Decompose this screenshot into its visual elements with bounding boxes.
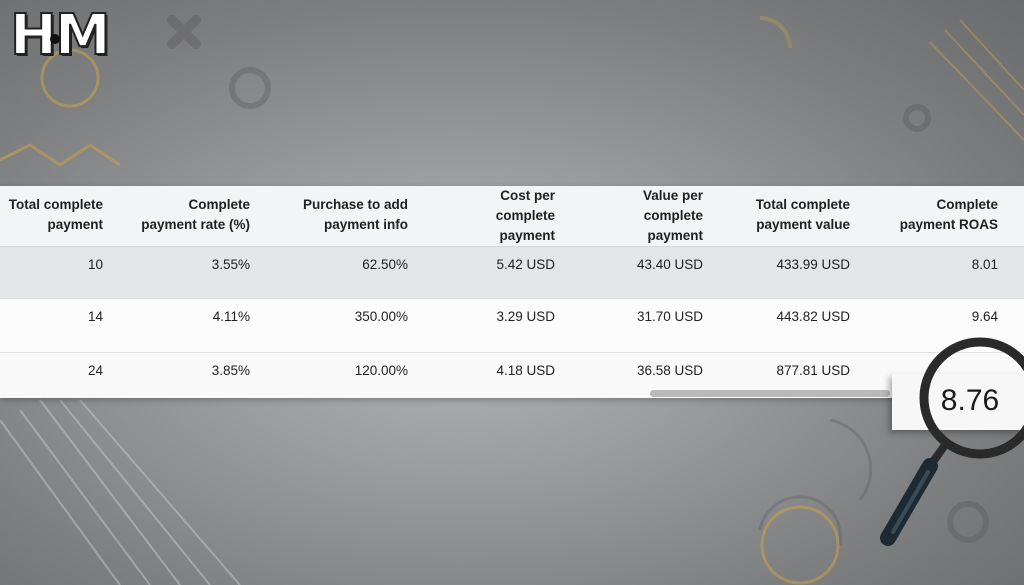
header-line: payment ROAS <box>899 217 998 232</box>
cell-complete-payment-roas: 8.01 <box>971 257 998 272</box>
magnified-cell-panel <box>892 374 1024 430</box>
header-line: Purchase to add <box>302 197 408 212</box>
header-cost-per-complete-payment[interactable]: Cost per complete payment <box>420 186 555 246</box>
cell-purchase-to-add-payment-info: 62.50% <box>362 257 408 272</box>
horizontal-scrollbar[interactable] <box>650 390 890 397</box>
table-row[interactable]: 10 3.55% 62.50% 5.42 USD 43.40 USD 433.9… <box>0 247 1024 299</box>
header-line: payment value <box>756 217 850 232</box>
header-total-complete-payment-value[interactable]: Total complete payment value <box>712 195 850 235</box>
cell-value-per-complete-payment: 36.58 USD <box>636 363 703 378</box>
header-line: payment <box>499 228 555 243</box>
cell-cost-per-complete-payment: 4.18 USD <box>496 363 555 378</box>
table-header-row: Total complete payment Complete payment … <box>0 186 1024 247</box>
header-complete-payment-rate[interactable]: Complete payment rate (%) <box>110 195 250 235</box>
cell-complete-payment-rate: 3.85% <box>211 363 250 378</box>
cell-total-complete-payment-value: 877.81 USD <box>776 363 850 378</box>
header-line: Complete <box>188 197 250 212</box>
cell-complete-payment-rate: 4.11% <box>212 309 250 324</box>
table-row[interactable]: 14 4.11% 350.00% 3.29 USD 31.70 USD 443.… <box>0 299 1024 353</box>
cell-purchase-to-add-payment-info: 350.00% <box>354 309 408 324</box>
header-line: Cost per <box>500 188 555 203</box>
header-purchase-to-add-payment-info[interactable]: Purchase to add payment info <box>260 195 408 235</box>
cell-cost-per-complete-payment: 3.29 USD <box>496 309 555 324</box>
cell-value-per-complete-payment: 43.40 USD <box>636 257 703 272</box>
cell-complete-payment-roas: 9.64 <box>971 309 998 324</box>
cell-total-complete-payment-value: 443.82 USD <box>776 309 850 324</box>
cell-total-complete-payment-value: 433.99 USD <box>776 257 850 272</box>
header-line: payment info <box>323 217 408 232</box>
cell-purchase-to-add-payment-info: 120.00% <box>354 363 408 378</box>
cell-complete-payment-rate: 3.55% <box>211 257 250 272</box>
header-total-complete-payment[interactable]: Total complete payment <box>0 195 103 235</box>
header-line: payment rate (%) <box>141 217 250 232</box>
header-line: Total complete <box>8 197 103 212</box>
header-line: payment <box>647 228 703 243</box>
cell-total-complete-payment: 14 <box>87 309 103 324</box>
brand-logo: HM <box>9 3 112 68</box>
header-line: complete <box>643 208 703 223</box>
header-line: Total complete <box>755 197 850 212</box>
header-line: payment <box>47 217 103 232</box>
cell-value-per-complete-payment: 31.70 USD <box>636 309 703 324</box>
magnified-roas-value: 8.76 <box>940 384 1000 417</box>
results-table: Total complete payment Complete payment … <box>0 186 1024 398</box>
header-line: complete <box>495 208 555 223</box>
header-value-per-complete-payment[interactable]: Value per complete payment <box>565 186 703 246</box>
header-line: Value per <box>642 188 703 203</box>
header-complete-payment-roas[interactable]: Complete payment ROAS <box>860 195 998 235</box>
cell-total-complete-payment: 10 <box>87 257 103 272</box>
header-line: Complete <box>936 197 998 212</box>
cell-cost-per-complete-payment: 5.42 USD <box>496 257 555 272</box>
logo-dot <box>50 34 60 44</box>
cell-total-complete-payment: 24 <box>87 363 103 378</box>
